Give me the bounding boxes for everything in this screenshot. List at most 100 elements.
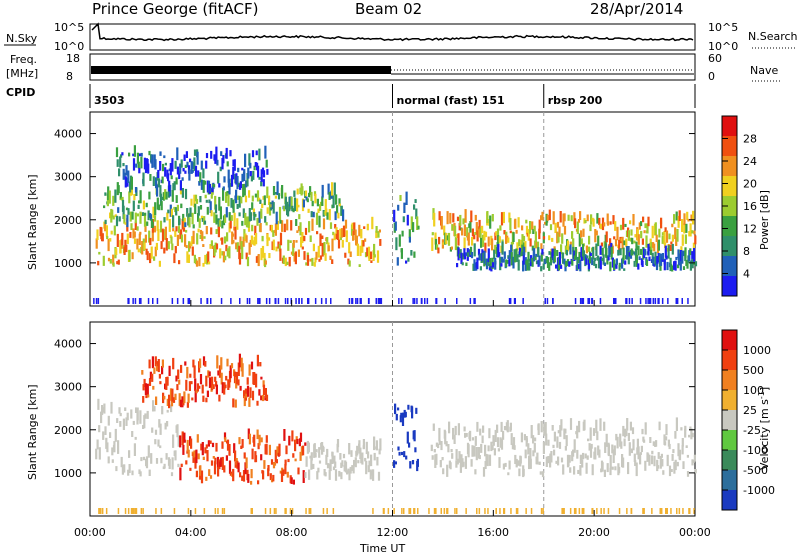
power-cell xyxy=(183,154,186,161)
power-cell xyxy=(625,238,628,248)
vel-cell xyxy=(508,460,511,470)
power-cell xyxy=(489,257,492,268)
power-cell xyxy=(223,236,227,244)
vel-cbar-swatch xyxy=(722,390,737,410)
power-cell xyxy=(100,227,103,240)
power-cell xyxy=(341,239,344,248)
vel-cell xyxy=(413,430,416,442)
power-cell xyxy=(465,252,468,256)
vel-cell xyxy=(657,452,660,459)
vel-ground-scatter xyxy=(285,508,287,514)
power-cell xyxy=(204,194,207,199)
power-cell xyxy=(284,257,287,267)
power-cell xyxy=(125,244,128,253)
power-ground-scatter xyxy=(330,298,332,304)
power-cell xyxy=(628,252,631,257)
power-cell xyxy=(146,221,149,226)
power-cell xyxy=(254,162,257,167)
vel-cell xyxy=(164,383,167,390)
power-cell xyxy=(238,195,241,208)
power-cell xyxy=(256,190,260,202)
power-cell xyxy=(693,262,696,265)
power-cell xyxy=(563,225,567,235)
vel-cell xyxy=(486,454,489,467)
power-cell xyxy=(119,243,122,254)
vel-cell xyxy=(583,419,586,431)
vel-cell xyxy=(333,455,336,463)
vel-cell xyxy=(246,377,249,385)
power-cell xyxy=(127,170,130,183)
vel-cell xyxy=(165,453,168,460)
power-cell xyxy=(148,150,151,156)
vel-cell xyxy=(496,437,500,448)
power-cell xyxy=(164,189,167,200)
vel-cell xyxy=(476,421,479,432)
vel-ground-scatter xyxy=(401,508,403,514)
power-cell xyxy=(568,261,571,267)
vel-cell xyxy=(693,454,696,462)
vel-cell xyxy=(217,466,220,477)
vel-cell xyxy=(135,407,138,413)
power-cell xyxy=(286,201,289,216)
vel-cell xyxy=(678,449,682,461)
power-cell xyxy=(684,247,687,259)
power-cell xyxy=(619,248,622,256)
power-cbar-swatch xyxy=(722,156,737,176)
nsky-trace xyxy=(91,22,694,42)
vel-cell xyxy=(176,424,179,438)
power-cell xyxy=(508,250,511,260)
power-cell xyxy=(613,259,616,271)
power-cell xyxy=(167,241,170,250)
power-cell xyxy=(315,212,319,225)
power-ground-scatter xyxy=(265,298,268,304)
power-cell xyxy=(343,225,346,237)
power-cell xyxy=(494,244,497,254)
vel-cell xyxy=(545,433,548,446)
power-cell xyxy=(476,257,479,270)
power-cell xyxy=(130,176,133,190)
vel-cell xyxy=(567,457,570,467)
power-cell xyxy=(142,172,145,187)
vel-cell xyxy=(243,396,246,407)
power-cell xyxy=(570,215,573,222)
power-cell xyxy=(524,241,527,253)
vel-cell xyxy=(584,453,587,459)
vel-cell xyxy=(162,392,165,404)
power-cell xyxy=(327,245,330,252)
power-cell xyxy=(306,198,309,203)
power-cell xyxy=(362,240,365,247)
power-cell xyxy=(502,258,505,263)
power-cell xyxy=(301,186,304,195)
vel-cell xyxy=(142,456,146,461)
vel-ground-scatter xyxy=(223,508,226,514)
power-cell xyxy=(366,247,369,257)
vel-cbar-swatch xyxy=(722,490,737,510)
vel-cell xyxy=(215,442,218,452)
power-cell xyxy=(398,234,401,247)
power-cell xyxy=(337,212,340,219)
power-cell xyxy=(174,160,177,169)
vel-ground-scatter xyxy=(678,508,681,514)
power-cell xyxy=(653,263,656,267)
vel-cell xyxy=(573,466,576,475)
vel-cell xyxy=(365,441,368,455)
power-cell xyxy=(624,223,627,227)
vel-cell xyxy=(416,458,419,467)
vel-cell xyxy=(648,454,651,466)
power-cell xyxy=(209,188,212,192)
power-cell xyxy=(260,169,263,182)
power-cbar-swatch xyxy=(722,236,737,256)
power-cell xyxy=(180,203,183,209)
power-ground-scatter xyxy=(156,298,159,304)
power-cell xyxy=(364,252,368,258)
vel-cell xyxy=(538,461,541,465)
vel-ground-scatter xyxy=(676,508,678,514)
power-cell xyxy=(413,204,416,210)
vel-cell xyxy=(599,418,602,431)
power-cell xyxy=(141,241,144,255)
power-cell xyxy=(272,186,276,196)
vel-cell xyxy=(557,456,560,466)
vel-cell xyxy=(302,445,305,456)
power-cell xyxy=(303,251,306,260)
power-cell xyxy=(112,254,115,266)
